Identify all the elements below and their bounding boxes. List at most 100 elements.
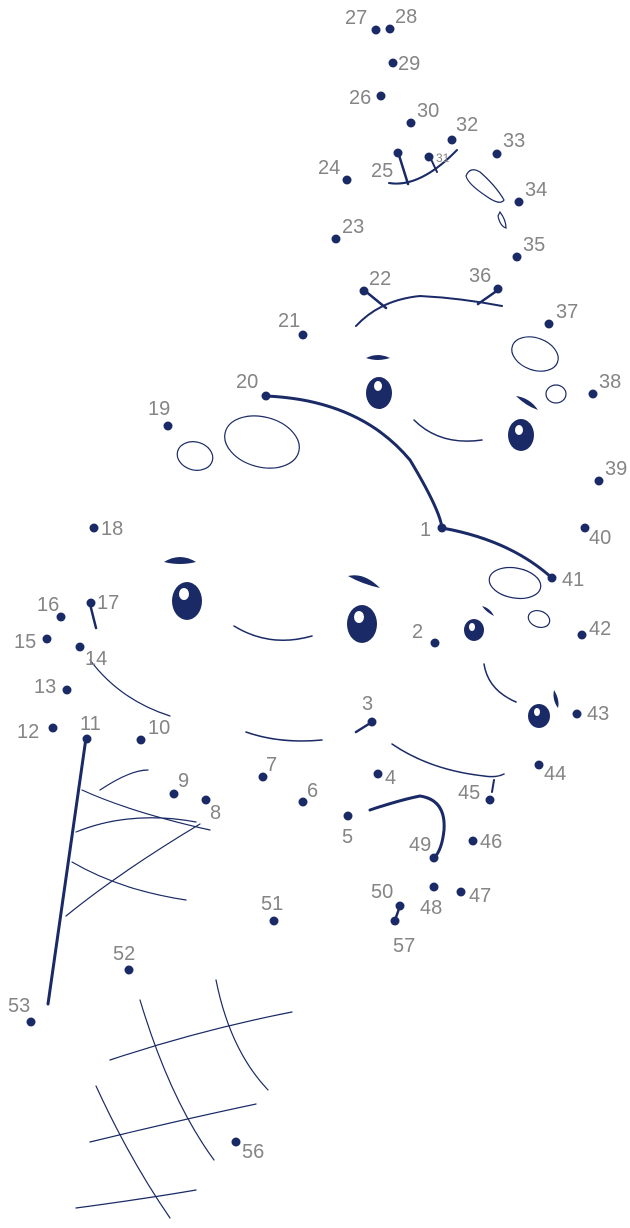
dot-number-label: 30 [417, 100, 439, 122]
dot-17: 17 [86, 592, 119, 614]
middle-face-right-brow [516, 396, 538, 410]
bottom-scoop-highlight-small [176, 441, 214, 471]
dot-29: 29 [388, 53, 420, 75]
dot-13: 13 [34, 676, 72, 698]
dot-number-label: 12 [17, 721, 39, 743]
dot-marker [544, 319, 554, 329]
dot-marker [492, 149, 502, 159]
dot-number-label: 45 [458, 782, 480, 804]
bottom-face-left-brow [164, 557, 196, 564]
dot-number-label: 40 [589, 527, 611, 549]
dot-number-label: 51 [261, 893, 283, 915]
dot-20: 20 [236, 371, 271, 401]
dot-22: 22 [359, 268, 391, 296]
dot-marker [577, 630, 587, 640]
dot-number-label: 9 [178, 770, 189, 792]
dot-52: 52 [113, 943, 135, 975]
dot-marker [62, 685, 72, 695]
middle-scoop-details [355, 288, 567, 451]
bottom-scoop-details [88, 394, 559, 922]
dot-number-label: 3 [362, 693, 373, 715]
cone-details [46, 736, 293, 1219]
dot-number-label: 29 [398, 53, 420, 75]
dot-marker [163, 421, 173, 431]
dot-marker [485, 795, 495, 805]
dot-marker [298, 797, 308, 807]
dot-marker [429, 882, 439, 892]
dot-marker [371, 25, 381, 35]
dot-number-label: 27 [345, 7, 367, 29]
side-face-upper-eye [464, 619, 484, 641]
dot-number-label: 37 [556, 301, 578, 323]
dot-number-label: 7 [266, 754, 277, 776]
dot-marker [75, 642, 85, 652]
dot-33: 33 [492, 130, 525, 159]
bottom-scoop-line-20-1 [264, 394, 444, 530]
dot-number-label: 56 [242, 1141, 264, 1163]
dot-number-label: 10 [148, 717, 170, 739]
middle-scoop-highlight-small [545, 384, 567, 404]
dot-marker [376, 91, 386, 101]
dot-number-label: 48 [420, 897, 442, 919]
dot-marker [86, 598, 96, 608]
drip-line-5-49 [368, 794, 446, 860]
dot-marker [493, 284, 503, 294]
middle-face-right-eye-shine [515, 425, 523, 435]
dot-12: 12 [17, 721, 58, 743]
dot-number-label: 6 [307, 780, 318, 802]
dot-56: 56 [231, 1137, 264, 1163]
bottom-scoop-line-1-41 [440, 526, 554, 580]
dot-number-label: 53 [8, 995, 30, 1017]
cone-lattice-3 [75, 817, 197, 833]
dot-marker [231, 1137, 241, 1147]
cone-lattice-4 [65, 823, 201, 917]
dot-marker [572, 709, 582, 719]
dot-marker [424, 152, 434, 162]
dot-number-label: 11 [80, 713, 101, 735]
dot-34: 34 [514, 179, 547, 207]
scoop-lower-edge-right [391, 743, 505, 778]
dot-marker [385, 24, 395, 34]
dot-marker [359, 286, 369, 296]
dot-57: 57 [390, 916, 415, 957]
bottom-scoop-highlight-large [224, 415, 300, 469]
dot-number-label: 8 [210, 802, 221, 824]
dot-marker [258, 772, 268, 782]
dot-27: 27 [345, 7, 381, 35]
cone-lattice-9 [139, 999, 215, 1161]
dot-36: 36 [469, 265, 503, 294]
dot-marker [367, 717, 377, 727]
side-face-lower-eye-shine [534, 708, 540, 716]
cone-lattice-2 [71, 861, 187, 901]
cone-lattice-6 [109, 1011, 293, 1061]
dot-number-label: 38 [599, 371, 621, 393]
dot-marker [588, 389, 598, 399]
dot-marker [56, 612, 66, 622]
top-scoop-small-highlight [497, 210, 507, 229]
dot-marker [136, 735, 146, 745]
dot-number-label: 47 [469, 885, 491, 907]
side-face-lower-eye [528, 704, 550, 728]
dot-6: 6 [298, 780, 318, 807]
bottom-face-right-eye-shine [354, 611, 364, 623]
dot-marker [390, 916, 400, 926]
dot-30: 30 [406, 100, 439, 128]
dot-47: 47 [456, 885, 491, 907]
dot-number-label: 1 [420, 519, 431, 541]
cone-lattice-5 [99, 769, 149, 791]
cone-lattice-11 [95, 1085, 171, 1219]
dot-45: 45 [458, 782, 495, 805]
dot-number-label: 13 [34, 676, 56, 698]
dot-40: 40 [580, 523, 611, 549]
dot-marker [331, 234, 341, 244]
dot-marker [512, 252, 522, 262]
dot-marker [89, 523, 99, 533]
dot-marker [406, 118, 416, 128]
dot-number-label: 32 [456, 114, 478, 136]
dot-31: 31 [424, 151, 450, 165]
dot-53: 53 [8, 995, 36, 1027]
dot-26: 26 [349, 87, 386, 109]
bottom-face-smile [233, 625, 313, 641]
middle-scoop-tick-36 [476, 288, 500, 306]
dot-number-label: 33 [503, 130, 525, 152]
